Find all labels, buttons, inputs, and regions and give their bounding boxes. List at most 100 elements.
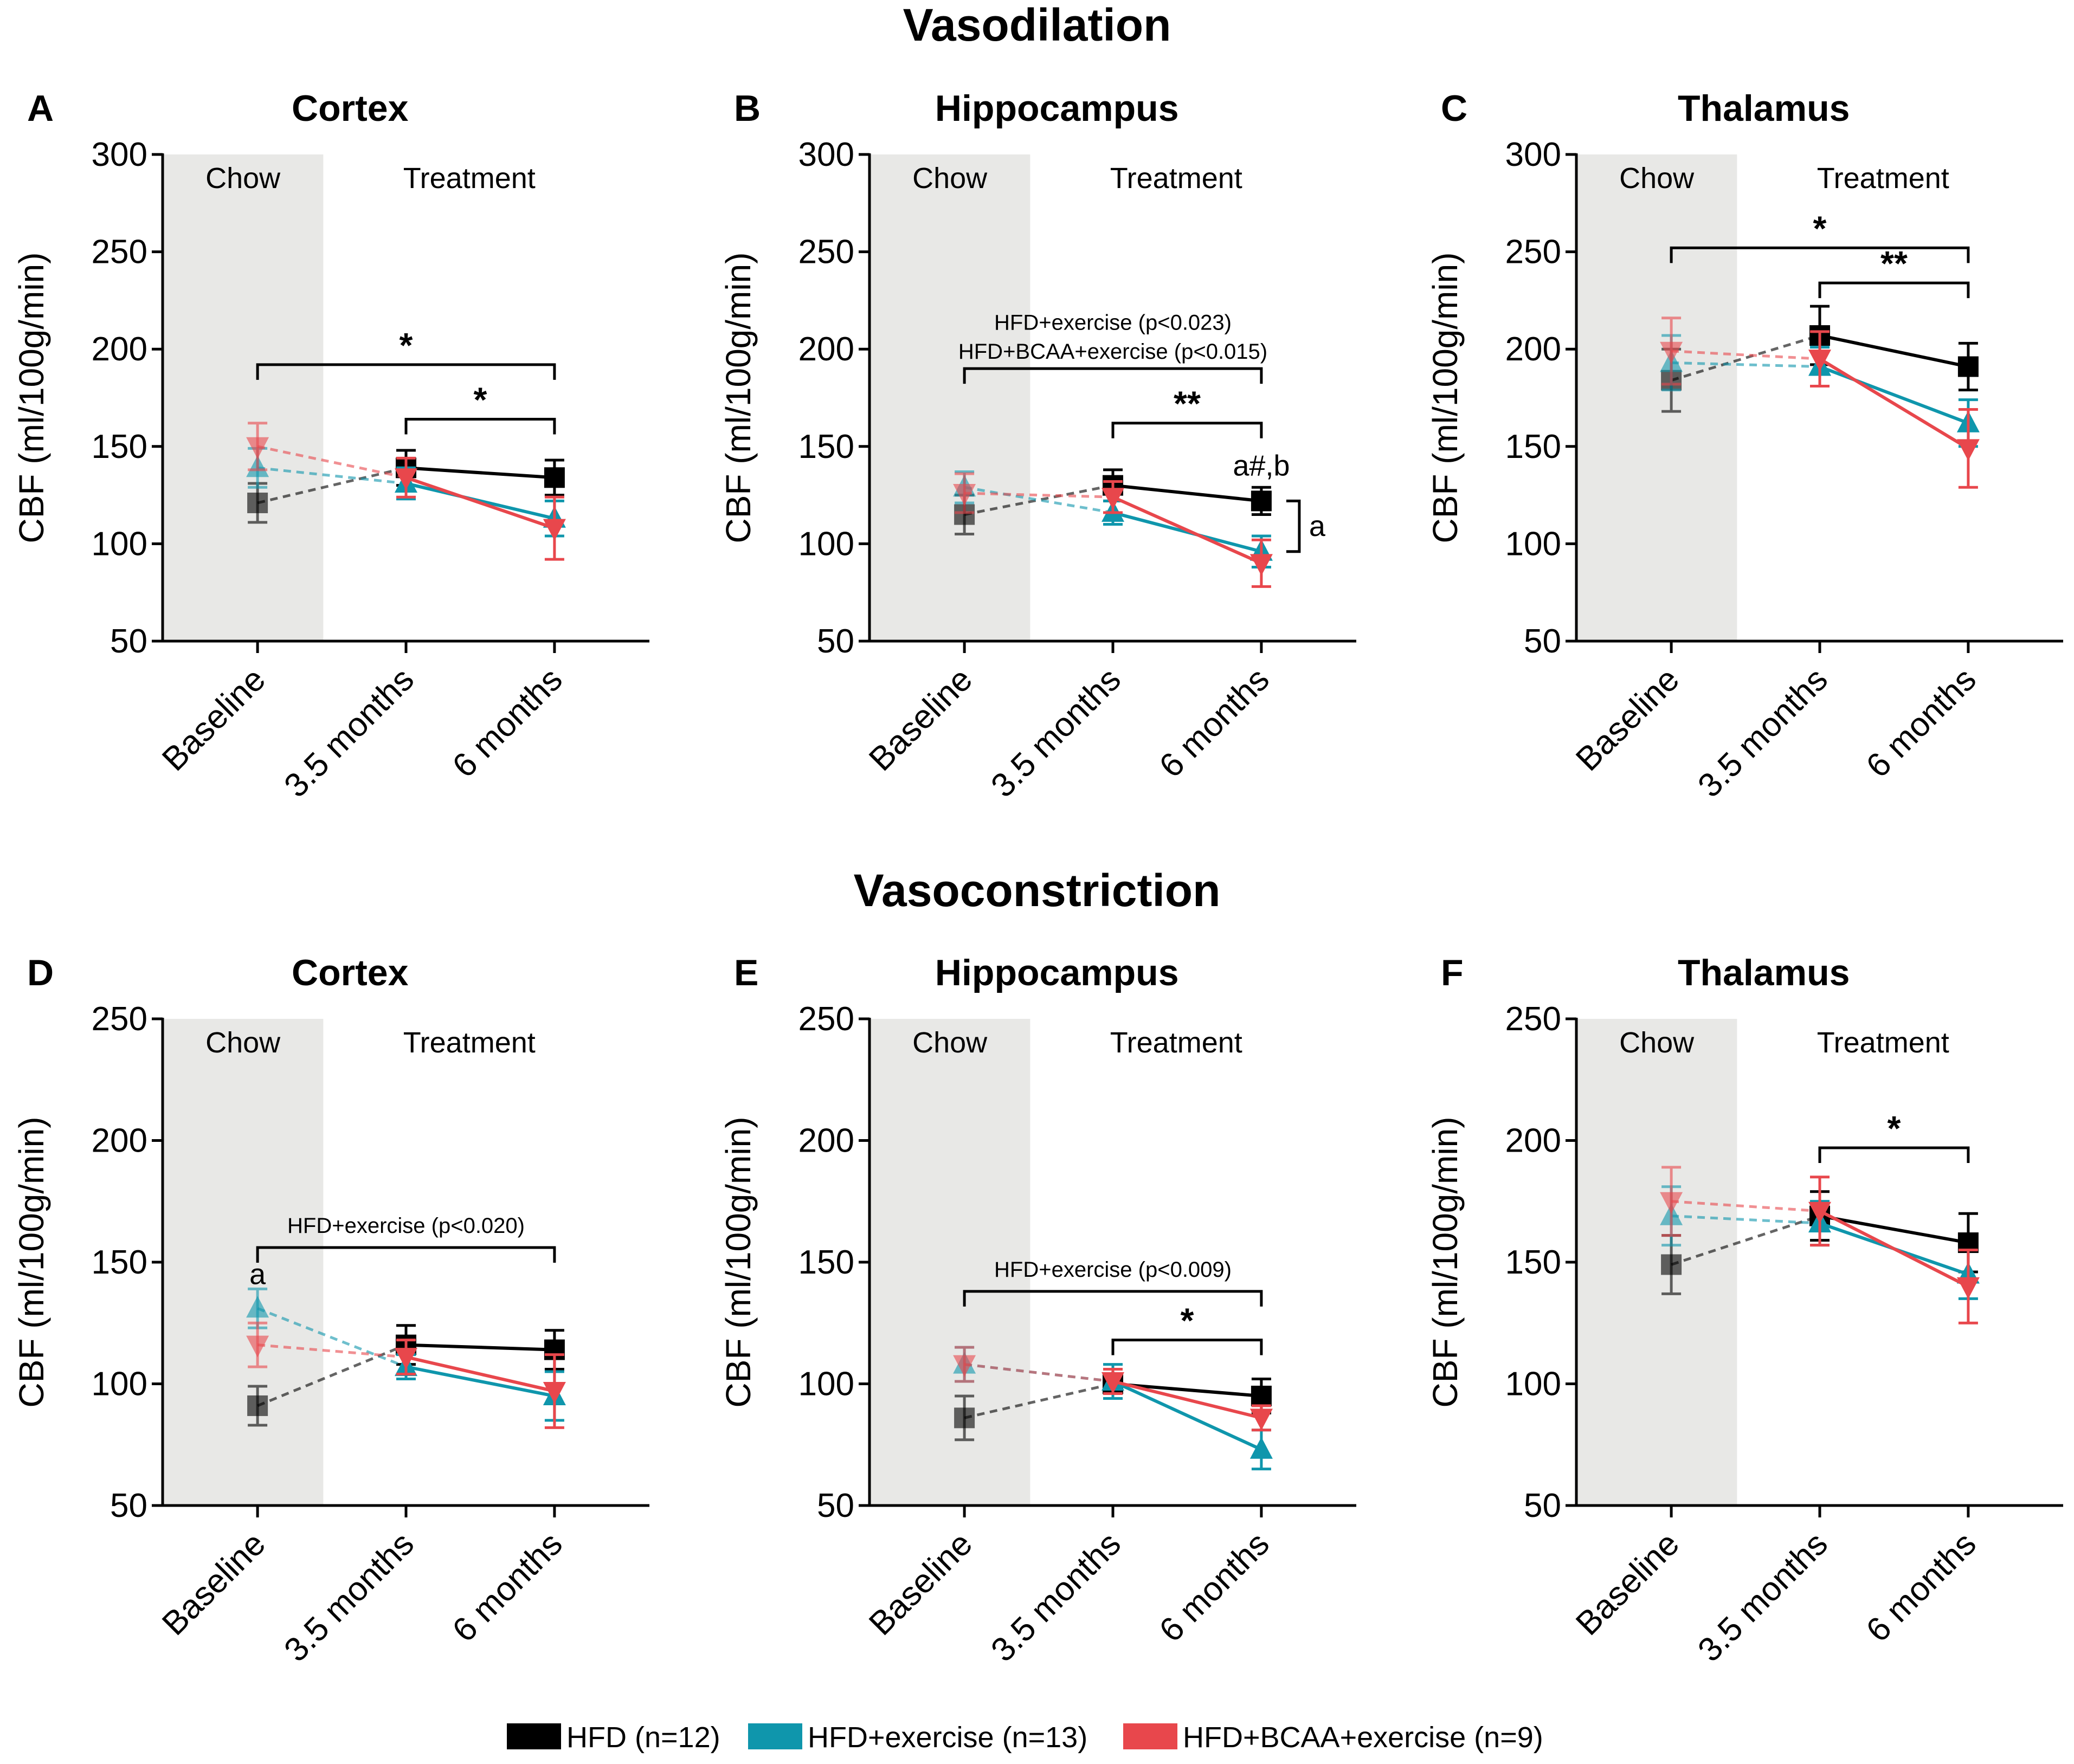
significance-bracket: [404, 418, 556, 435]
x-tick-label: 6 months: [446, 1525, 570, 1649]
panel-letter: F: [1441, 952, 1464, 993]
x-tick-label: Baseline: [862, 661, 980, 778]
y-axis-label: CBF (ml/100g/min): [1426, 1117, 1465, 1408]
x-tick-label: Baseline: [155, 1525, 273, 1643]
data-point-triangle-up: [1249, 1437, 1273, 1459]
data-point-triangle-down: [1102, 1372, 1124, 1394]
y-tick-label: 250: [1505, 234, 1561, 271]
data-point-triangle-down: [543, 1381, 566, 1404]
group-letter: a#,b: [1233, 450, 1290, 482]
significance-bracket: [1111, 1339, 1263, 1355]
y-tick-label: 150: [92, 428, 147, 466]
series-dashed-segment: [964, 1363, 1113, 1383]
section-title-vasoconstriction: Vasoconstriction: [854, 865, 1221, 916]
series-dashed-segment: [1671, 1200, 1820, 1213]
y-tick-label: 100: [1505, 1366, 1561, 1403]
y-tick-label: 100: [798, 1366, 854, 1403]
significance-bracket: [1111, 422, 1263, 438]
legend-swatch: [1123, 1723, 1177, 1749]
panel-title: Thalamus: [1678, 88, 1850, 129]
x-tick-label: 6 months: [1859, 661, 1983, 785]
chow-label: Chow: [912, 162, 988, 195]
x-tick-label: 3.5 months: [984, 1525, 1128, 1669]
panel-e: E Hippocampus Chow Treatment 50 100 150 200 250 C…: [719, 952, 1356, 1669]
data-point-square: [1251, 1385, 1272, 1406]
data-point-square: [1957, 356, 1979, 377]
panel-title: Cortex: [292, 88, 409, 129]
data-point-triangle-up: [246, 1296, 269, 1318]
significance-stars: *: [400, 326, 413, 365]
significance-stars: **: [1880, 244, 1908, 283]
y-tick-label: 200: [798, 331, 854, 368]
series-line: [405, 482, 555, 520]
data-point-triangle-down: [1102, 488, 1124, 510]
chow-label: Chow: [1619, 1026, 1695, 1059]
y-tick-label: 100: [92, 1366, 147, 1403]
y-axis-label: CBF (ml/100g/min): [12, 253, 51, 544]
stat-text: HFD+exercise (p<0.009): [994, 1258, 1232, 1282]
data-point-triangle-down: [246, 1335, 269, 1358]
data-point-triangle-down: [1249, 554, 1273, 576]
y-tick-label: 200: [1505, 1122, 1561, 1160]
side-bracket-label: a: [1309, 510, 1326, 542]
y-tick-label: 150: [1505, 428, 1561, 466]
y-tick-label: 200: [798, 1122, 854, 1160]
x-tick-label: 6 months: [446, 661, 570, 785]
data-point-triangle-down: [543, 519, 566, 541]
panel-title: Hippocampus: [935, 952, 1179, 993]
y-tick-label: 250: [798, 1000, 854, 1038]
y-tick-label: 250: [92, 1000, 147, 1038]
series-dashed-segment: [1671, 361, 1820, 369]
treatment-label: Treatment: [1817, 162, 1949, 195]
panel-title: Thalamus: [1678, 952, 1850, 993]
chow-label: Chow: [205, 162, 281, 195]
legend-swatch: [507, 1723, 561, 1749]
y-tick-label: 50: [1524, 1487, 1561, 1524]
series-line: [405, 476, 555, 530]
significance-stars: *: [473, 380, 487, 419]
panel-letter: E: [734, 952, 758, 993]
series-line: [405, 1365, 555, 1398]
panel-f: F Thalamus Chow Treatment 50 100 150 200 250 CBF …: [1426, 952, 2063, 1669]
y-axis-label: CBF (ml/100g/min): [719, 253, 758, 544]
series-line: [1112, 483, 1262, 503]
chow-region: [1576, 1019, 1737, 1505]
data-point-triangle-down: [1808, 350, 1831, 372]
data-point-square: [544, 467, 565, 488]
x-tick-label: 3.5 months: [984, 661, 1128, 805]
significance-bracket: [256, 1246, 556, 1263]
stat-text: HFD+BCAA+exercise (p<0.015): [958, 340, 1267, 364]
group-letter: a: [249, 1258, 266, 1290]
data-point-triangle-down: [1660, 341, 1683, 364]
y-tick-label: 300: [798, 136, 854, 173]
data-point-triangle-down: [1956, 439, 1980, 461]
y-tick-label: 100: [1505, 525, 1561, 563]
y-tick-label: 150: [798, 428, 854, 466]
series-dashed-segment: [257, 1343, 407, 1359]
data-point-square: [1661, 1254, 1682, 1275]
panel-letter: A: [27, 88, 54, 129]
y-tick-label: 250: [92, 234, 147, 271]
chow-label: Chow: [1619, 162, 1695, 195]
y-tick-label: 300: [92, 136, 147, 173]
series-line: [405, 1343, 555, 1352]
data-point-triangle-down: [1249, 1408, 1273, 1431]
stat-text: HFD+exercise (p<0.020): [287, 1214, 525, 1238]
significance-bracket: [1818, 1146, 1970, 1163]
significance-bracket: [1818, 281, 1970, 299]
series-line: [1112, 1380, 1262, 1420]
significance-bracket: [963, 1290, 1263, 1307]
series-line: [1819, 1214, 1969, 1245]
section-title-vasodilation: Vasodilation: [903, 0, 1171, 50]
panel-a: A Cortex Chow Treatment 50 100 150 200 250 300 CBF…: [12, 88, 649, 805]
series-dashed-segment: [1671, 350, 1820, 360]
x-tick-label: 6 months: [1152, 1525, 1277, 1649]
x-tick-label: 6 months: [1859, 1525, 1983, 1649]
significance-bracket: [256, 363, 556, 380]
y-tick-label: 50: [110, 1487, 147, 1524]
y-tick-label: 200: [92, 1122, 147, 1160]
panel-title: Hippocampus: [935, 88, 1179, 129]
series-line: [1112, 495, 1263, 565]
data-point-triangle-down: [1808, 1201, 1831, 1224]
series-dashed-segment: [257, 1307, 407, 1368]
